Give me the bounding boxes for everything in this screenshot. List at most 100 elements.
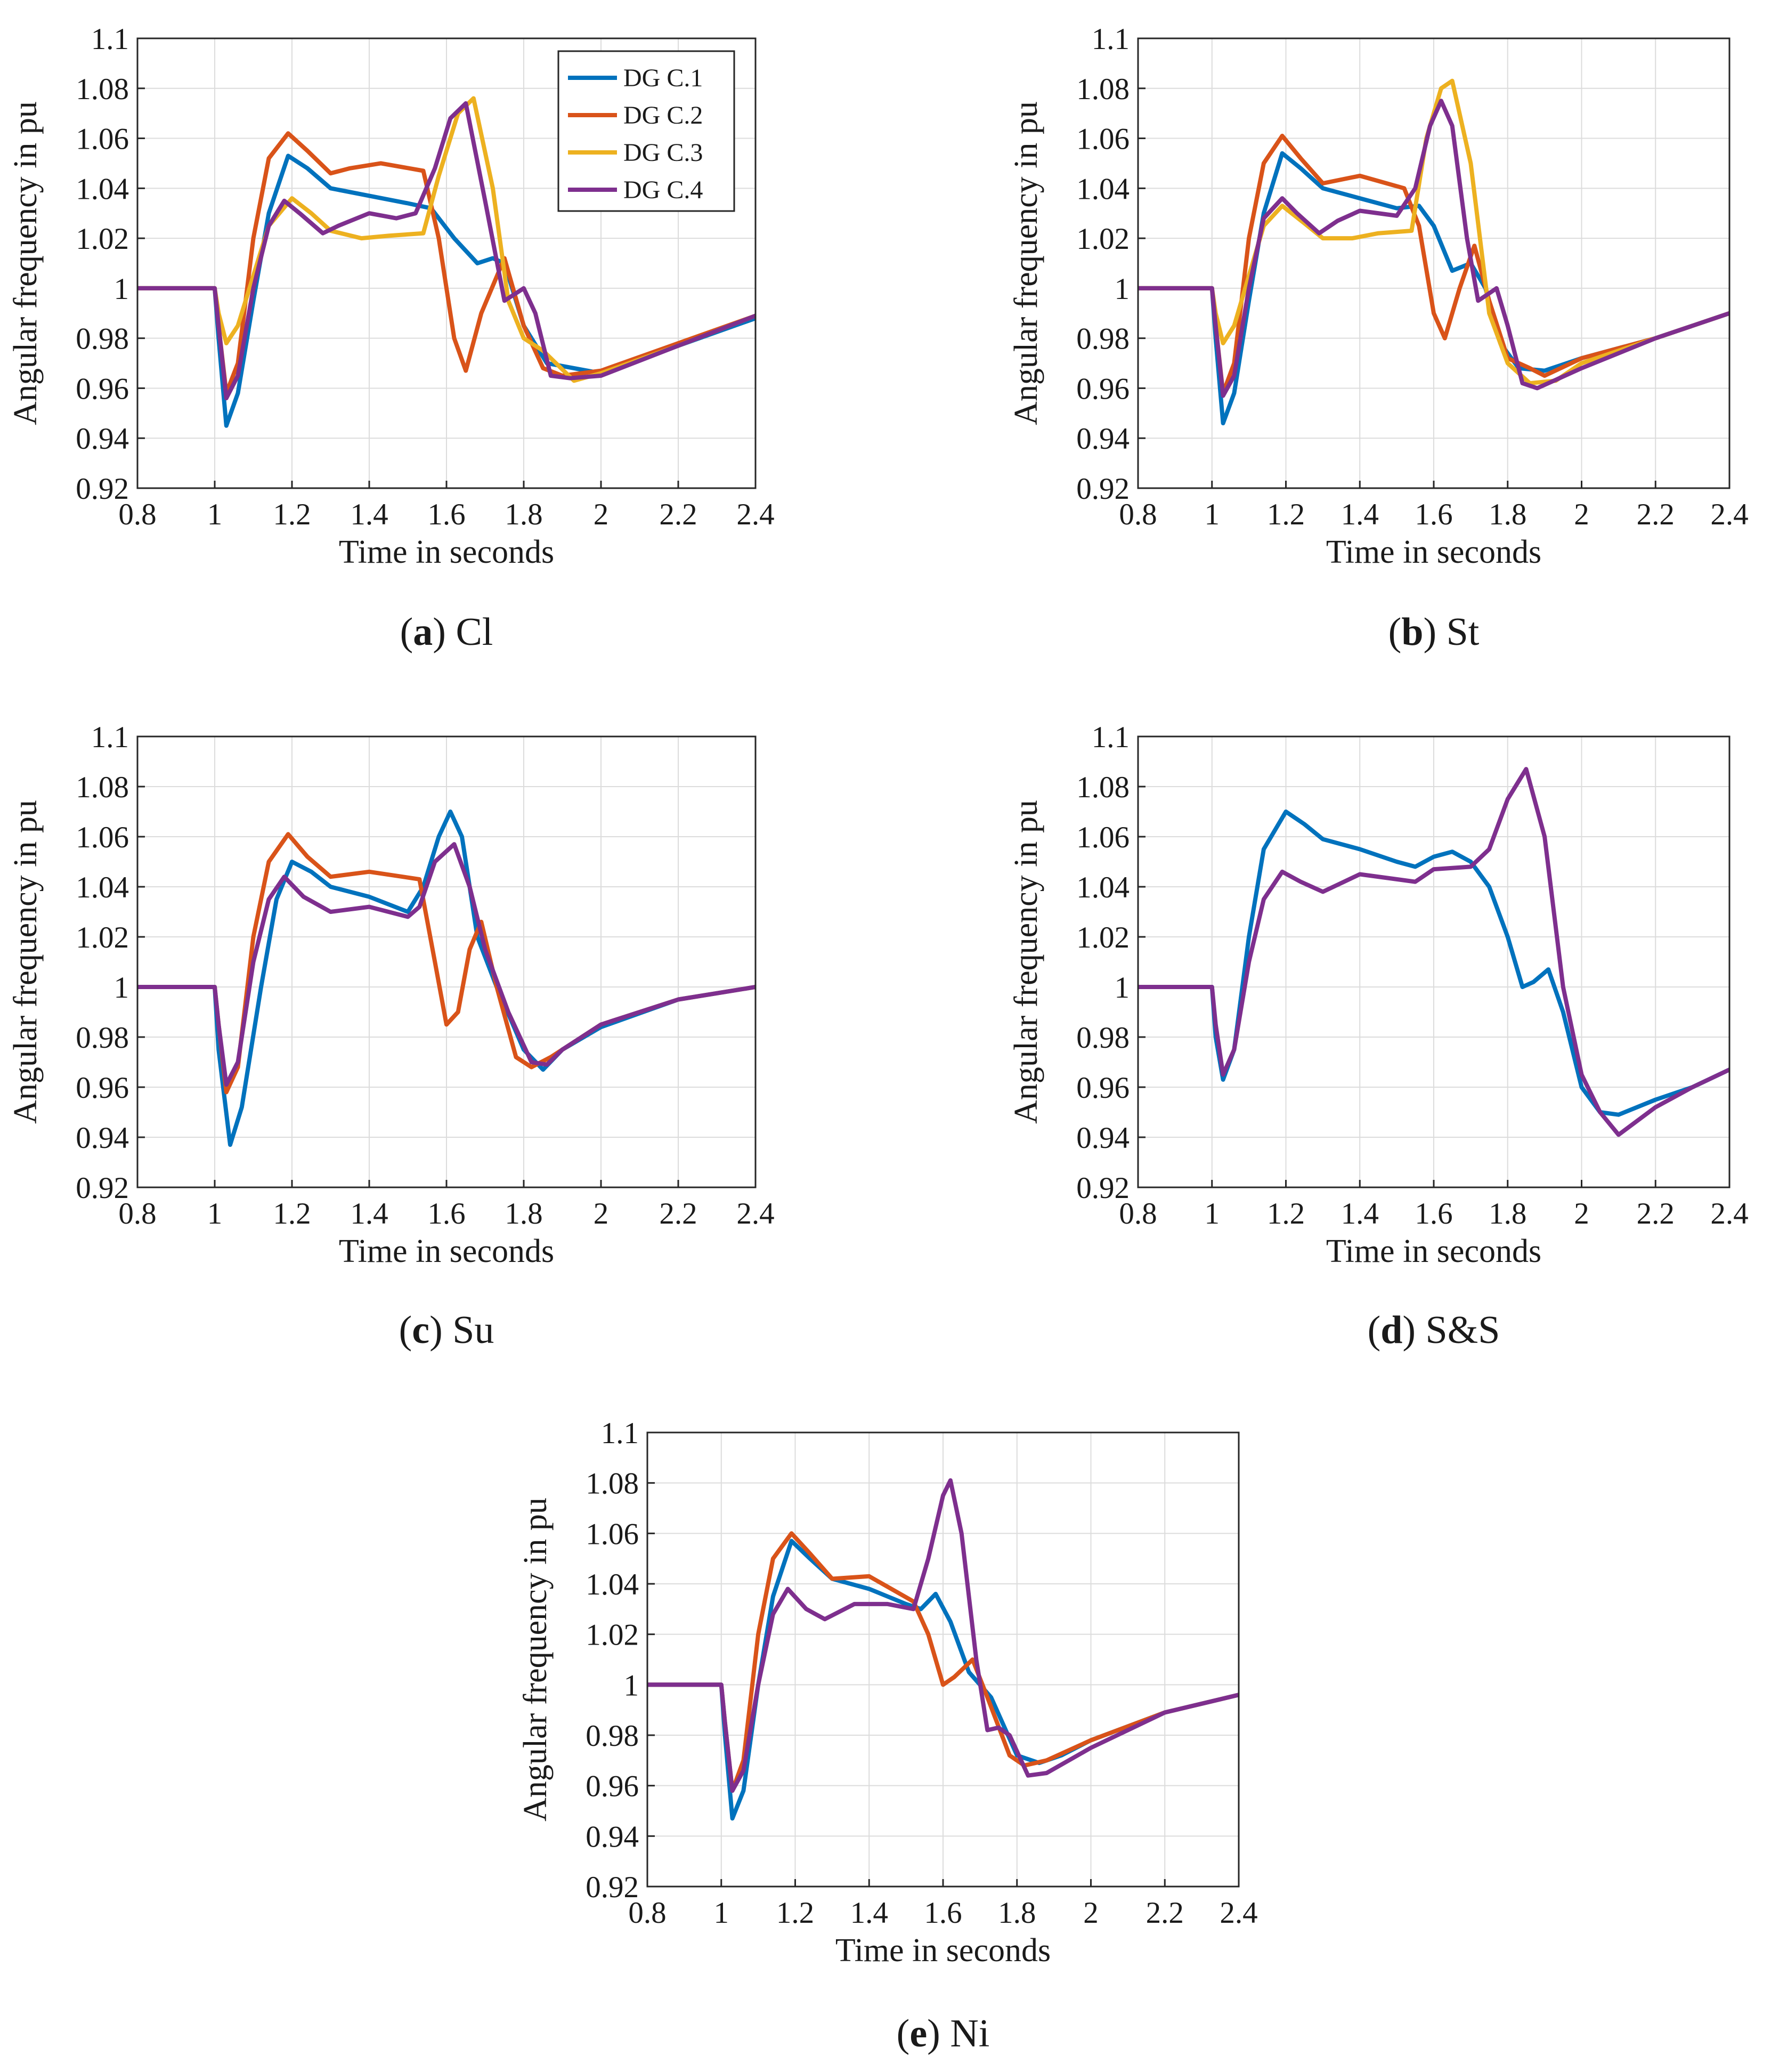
y-tick-label: 0.96 — [76, 372, 129, 406]
y-axis-label: Angular frequency in pu — [517, 1498, 554, 1822]
y-axis-label: Angular frequency in pu — [1008, 101, 1044, 425]
x-axis-label: Time in seconds — [339, 534, 554, 570]
x-tick-label: 1.6 — [924, 1896, 962, 1930]
x-tick-label: 1.8 — [505, 1197, 542, 1231]
caption-paren-open: ( — [1368, 1308, 1381, 1352]
x-tick-label: 1.6 — [1415, 498, 1452, 531]
x-tick-label: 1.8 — [998, 1896, 1036, 1930]
panel-caption: (e) Ni — [897, 2012, 990, 2055]
x-tick-label: 2.4 — [1220, 1896, 1257, 1930]
y-tick-label: 1.02 — [76, 921, 129, 954]
x-tick-label: 1 — [207, 1197, 223, 1231]
series-line-dg-c-4 — [647, 1478, 1239, 1793]
x-tick-label: 1.8 — [505, 498, 542, 531]
y-tick-label: 1.02 — [1076, 222, 1130, 256]
x-tick-label: 1.2 — [273, 1197, 311, 1231]
legend-entry: DG C.4 — [623, 176, 703, 204]
y-tick-label: 1.1 — [1092, 22, 1130, 56]
legend: DG C.1 DG C.2 DG C.3 DG C.4 — [557, 50, 735, 212]
panel-c: 0.8 1 1.2 1.4 1.6 1.8 2 2.2 2.4 0.92 0.94 0.96 0.98 1… — [7, 721, 775, 1352]
x-tick-label: 1.4 — [350, 1197, 388, 1231]
x-tick-label: 2 — [1574, 1197, 1589, 1231]
caption-paren-open: ( — [897, 2012, 910, 2055]
y-tick-label: 0.92 — [1076, 472, 1130, 506]
y-tick-label: 1.04 — [76, 871, 129, 904]
plot-frame — [646, 1431, 1240, 1888]
x-tick-label: 2.4 — [1710, 498, 1748, 531]
y-tick-label: 1.06 — [1076, 123, 1130, 156]
x-tick-label: 0.8 — [1119, 1197, 1157, 1231]
x-tick-label: 2 — [594, 1197, 609, 1231]
x-axis-label: Time in seconds — [1326, 1233, 1541, 1269]
series-line-dg-c-4 — [1138, 99, 1729, 398]
y-tick-label: 0.96 — [1076, 1071, 1130, 1105]
y-tick-label: 1.02 — [76, 222, 129, 256]
y-tick-label: 0.98 — [586, 1719, 639, 1753]
x-tick-label: 0.8 — [628, 1896, 666, 1930]
plot-frame — [136, 735, 757, 1188]
y-tick-label: 1.08 — [76, 72, 129, 106]
x-tick-label: 1.2 — [1267, 498, 1305, 531]
x-tick-label: 1.8 — [1489, 1197, 1526, 1231]
y-tick-label: 1.06 — [586, 1517, 639, 1551]
caption-text: Cl — [446, 610, 493, 654]
y-axis-label: Angular frequency in pu — [7, 101, 44, 425]
caption-paren-close: ) — [433, 610, 446, 654]
y-tick-label: 0.98 — [76, 322, 129, 356]
caption-paren-close: ) — [429, 1308, 443, 1352]
panel-d: 0.8 1 1.2 1.4 1.6 1.8 2 2.2 2.4 0.92 0.94 0.96 0.98 1… — [1008, 721, 1749, 1352]
x-tick-label: 2.4 — [736, 1197, 774, 1231]
plot-frame — [1137, 37, 1731, 489]
caption-paren-open: ( — [1388, 610, 1402, 654]
y-tick-label: 1.1 — [91, 721, 129, 754]
caption-letter: c — [412, 1308, 429, 1352]
x-tick-label: 2.2 — [659, 1197, 697, 1231]
x-axis-label: Time in seconds — [835, 1932, 1051, 1969]
y-tick-label: 0.94 — [76, 1121, 129, 1155]
y-tick-label: 1.1 — [601, 1417, 639, 1450]
x-tick-label: 1.4 — [1341, 498, 1379, 531]
y-tick-label: 1.08 — [1076, 771, 1130, 804]
x-tick-label: 2 — [594, 498, 609, 531]
y-tick-label: 0.94 — [1076, 422, 1130, 456]
x-tick-label: 0.8 — [118, 498, 156, 531]
legend-entry: DG C.1 — [623, 64, 703, 92]
caption-text: St — [1436, 610, 1480, 654]
x-tick-label: 1.4 — [850, 1896, 888, 1930]
x-tick-label: 1.6 — [427, 498, 465, 531]
x-tick-label: 1.2 — [776, 1896, 814, 1930]
panel-caption: (d) S&S — [1368, 1308, 1500, 1352]
x-tick-label: 1 — [1205, 498, 1220, 531]
y-tick-label: 0.96 — [586, 1770, 639, 1803]
x-tick-label: 1.4 — [350, 498, 388, 531]
y-tick-label: 1.08 — [1076, 72, 1130, 106]
caption-paren-close: ) — [1402, 1308, 1416, 1352]
x-tick-label: 1 — [714, 1896, 729, 1930]
panel-caption: (c) Su — [399, 1308, 494, 1352]
x-axis-label: Time in seconds — [1326, 534, 1541, 570]
y-tick-label: 1 — [1115, 971, 1130, 1005]
x-tick-label: 2.2 — [1637, 1197, 1675, 1231]
panel-caption: (b) St — [1388, 610, 1480, 654]
y-tick-label: 1.04 — [1076, 871, 1130, 904]
legend-entry: DG C.3 — [623, 139, 703, 167]
y-tick-label: 1.04 — [76, 172, 129, 206]
x-tick-label: 2.2 — [1146, 1896, 1184, 1930]
x-tick-label: 2.2 — [659, 498, 697, 531]
y-axis-label: Angular frequency in pu — [1008, 800, 1044, 1124]
y-tick-label: 0.92 — [76, 1171, 129, 1205]
y-tick-label: 0.94 — [76, 422, 129, 456]
x-tick-label: 1.4 — [1341, 1197, 1379, 1231]
y-tick-label: 0.98 — [76, 1021, 129, 1055]
y-tick-label: 1.1 — [1092, 721, 1130, 754]
caption-letter: d — [1380, 1308, 1402, 1352]
y-tick-label: 1 — [114, 272, 129, 306]
panel-b: 0.8 1 1.2 1.4 1.6 1.8 2 2.2 2.4 0.92 0.94 0.96 0.98 1… — [1008, 22, 1749, 654]
y-tick-label: 1.1 — [91, 22, 129, 56]
caption-paren-close: ) — [927, 2012, 940, 2055]
y-tick-label: 1 — [624, 1669, 639, 1702]
caption-text: S&S — [1416, 1308, 1500, 1352]
series-line-dg-c-2 — [647, 1531, 1239, 1793]
caption-letter: e — [909, 2012, 927, 2055]
